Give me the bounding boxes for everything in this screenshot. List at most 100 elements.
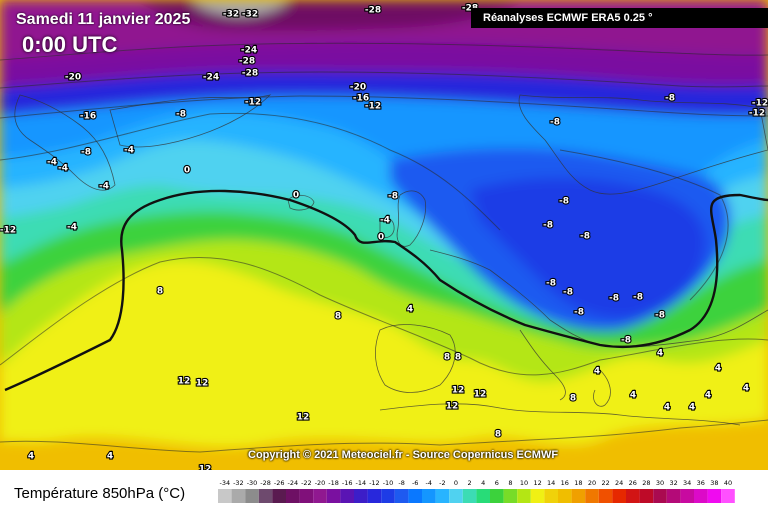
isotherm-label: -8 [655,311,665,321]
temperature-zone-grey [190,0,290,16]
greenland-coast [14,94,116,191]
isotherm-label: -8 [388,192,398,202]
scale-swatch [503,489,518,503]
scale-tick-label: 6 [495,479,499,487]
isotherm-label: -24 [241,46,257,56]
north-africa-coast [379,403,741,426]
isotherm-label: -8 [176,110,186,120]
isotherm-label: 12 [199,465,212,471]
isotherm-label: -20 [65,73,81,83]
scale-swatch [258,489,273,503]
scale-swatch [626,489,640,503]
scale-swatch [530,489,545,503]
scale-tick-label: -24 [287,479,298,487]
isotherm-label: -8 [580,232,590,242]
scale-swatch [381,489,395,503]
scale-swatch [394,489,409,503]
isotherm-label: -8 [81,148,91,158]
temperature-map: -32 -32 -28 -28-24-28-28-24-20-20-16-12 -12-… [0,0,768,470]
greece-coast [593,369,611,407]
scale-tick-label: 18 [574,479,582,487]
iceland-coast [287,194,315,211]
isotherm-label: 4 [657,349,663,359]
isotherm-label: -16 [80,112,96,122]
isotherm-label: -8 [559,197,569,207]
isotherm-label: 12 [452,386,465,396]
isotherm-label: -8 [609,294,619,304]
isotherm-label: -4 [67,223,77,233]
scale-swatch [476,489,490,503]
isotherm-label: 8 [444,353,450,363]
isotherm-label: 8 [335,312,341,322]
scale-tick-label: -12 [369,479,380,487]
scale-tick-label: 16 [561,479,569,487]
isotherm-label: -12 [245,98,261,108]
isotherm-label: 0 [378,233,384,243]
isotherm-label: 8 [495,430,501,440]
iberia-coast [375,324,456,393]
isotherm-label: -4 [47,158,57,168]
scale-tick-label: 4 [481,479,485,487]
copyright-text: Copyright © 2021 Meteociel.fr - Source C… [248,449,559,461]
isotherm-label: 4 [715,364,721,374]
isotherm-label: -12 [365,102,381,112]
isotherm-label: 12 [196,379,209,389]
coastlines [14,94,768,426]
scale-swatch [245,489,259,503]
isotherm-label: 4 [594,367,600,377]
scale-swatch [462,489,477,503]
isotherm-label: -4 [124,146,134,156]
scale-swatch [721,489,735,503]
scale-tick-label: 8 [508,479,512,487]
scale-tick-label: 12 [533,479,541,487]
scale-tick-label: 32 [669,479,677,487]
scale-swatch [449,489,463,503]
map-time: 0:00 UTC [22,32,118,57]
isotherm-label: 4 [743,384,749,394]
scale-swatch [231,489,246,503]
scale-tick-label: -10 [383,479,394,487]
isotherm-lines [0,42,768,453]
scale-swatch [313,489,327,503]
scandinavia-coast [518,94,768,195]
source-badge: Réanalyses ECMWF ERA5 0.25 ° [471,8,768,28]
isotherm-label: -12 [0,226,16,236]
isotherm-label: -8 [574,308,584,318]
isotherm-label: 4 [664,403,670,413]
zero-degree-isotherm [4,189,768,392]
isotherm-label: -12 [749,109,765,119]
isotherm-label: -8 [563,288,573,298]
isotherm-label: 12 [178,377,191,387]
ireland-coast [379,217,395,238]
scale-tick-label: 0 [454,479,458,487]
scale-swatch [612,489,626,503]
scale-swatch [585,489,599,503]
scale-tick-label: 38 [710,479,718,487]
scale-swatch [558,489,572,503]
scale-swatch [367,489,382,503]
scale-tick-label: 24 [615,479,623,487]
british-isles-coast [396,190,427,247]
isotherm-label: -8 [546,279,556,289]
isotherm-label: 8 [570,394,576,404]
scale-tick-label: 20 [588,479,596,487]
isotherm-label: 4 [689,403,695,413]
scale-tick-label: 14 [547,479,555,487]
isotherm-label: 12 [474,390,487,400]
isotherm-label: -8 [621,336,631,346]
italy-coast [519,329,566,401]
isotherm-label: -8 [633,293,643,303]
scale-tick-label: -16 [342,479,353,487]
scale-swatch [422,489,436,503]
scale-tick-label: 2 [468,479,472,487]
scale-tick-label: -14 [355,479,366,487]
scale-swatch [694,489,708,503]
scale-tick-label: 34 [683,479,691,487]
isotherm-label: -32 [223,10,239,20]
isotherm-label: 4 [630,391,636,401]
scale-swatch [666,489,681,503]
scale-tick-label: -28 [260,479,271,487]
isotherm-label: 12 [297,413,310,423]
scale-tick-label: -6 [412,479,418,487]
isotherm-labels: -32 -32 -28 -28-24-28-28-24-20-20-16-12 -12-… [0,2,768,471]
